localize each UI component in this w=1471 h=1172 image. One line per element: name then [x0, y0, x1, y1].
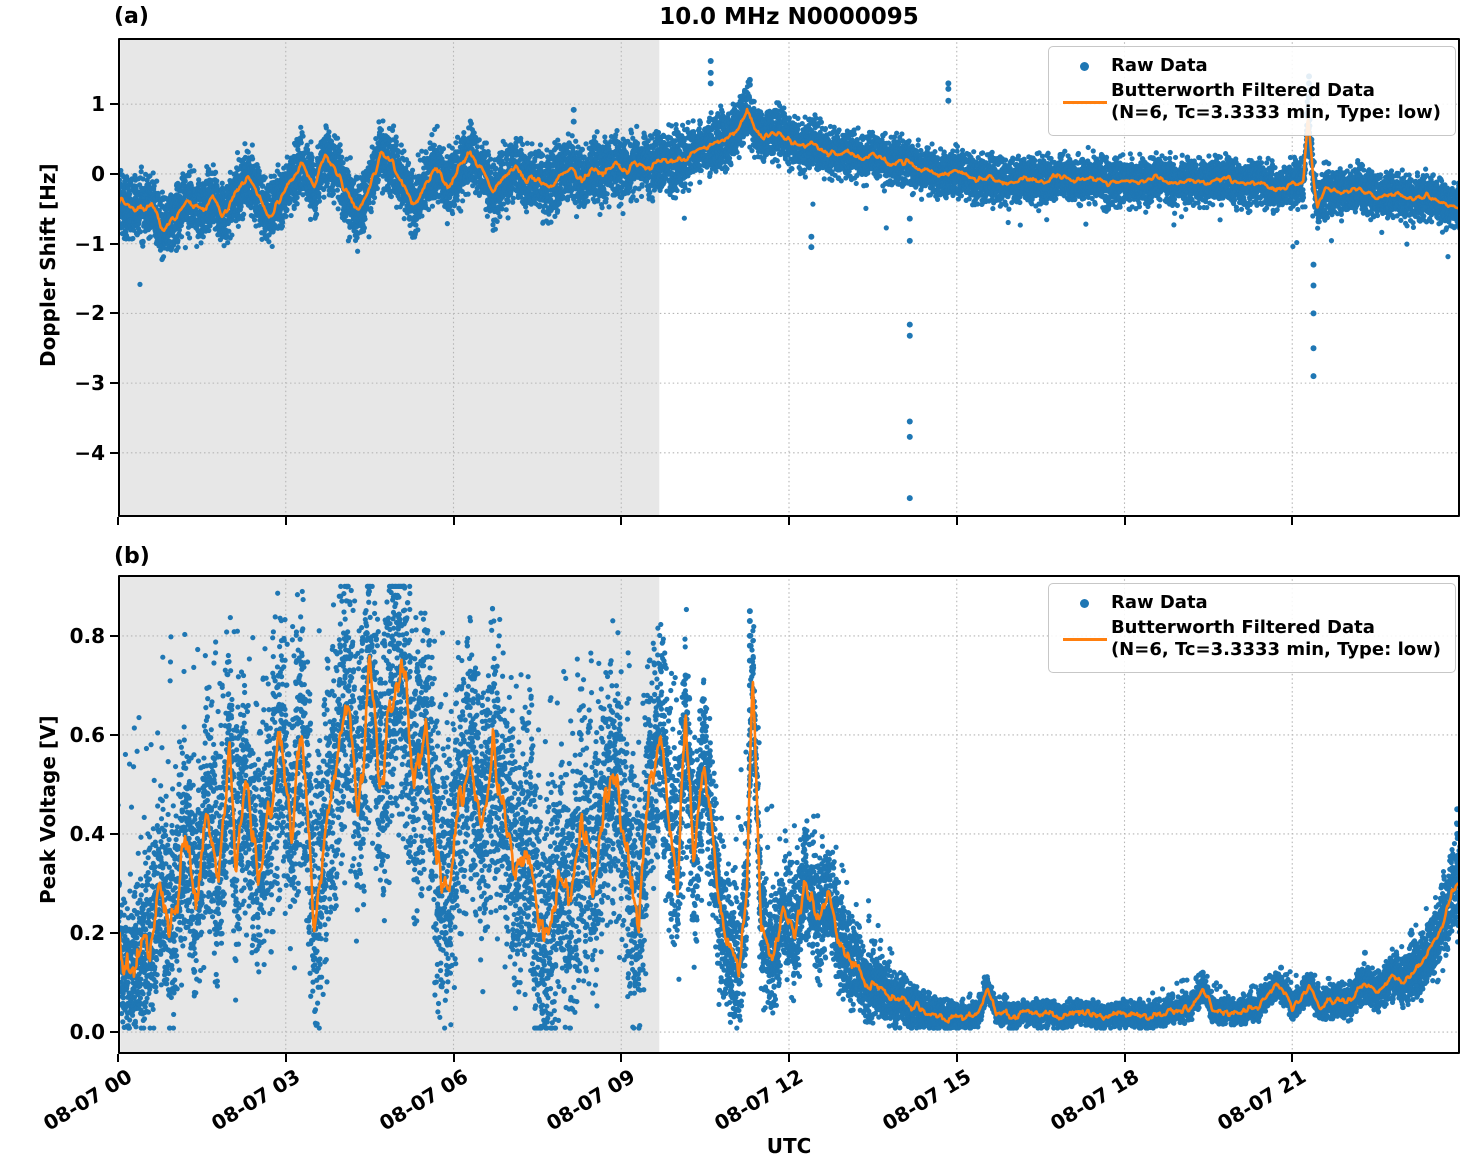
x-tick-mark [452, 517, 455, 525]
plot-panel-b: Raw Data Butterworth Filtered Data (N=6,… [118, 575, 1460, 1054]
y-axis-label-voltage: Peak Voltage [V] [36, 715, 60, 904]
x-tick-label: 08-07 09 [542, 1064, 640, 1136]
x-tick-label: 08-07 18 [1045, 1064, 1143, 1136]
plot-panel-a: Raw Data Butterworth Filtered Data (N=6,… [118, 38, 1460, 517]
y-tick-label: −1 [74, 231, 105, 256]
raw-data-dot-icon [1059, 598, 1111, 608]
legend-raw-label: Raw Data [1110, 55, 1208, 76]
panel-a-label: (a) [114, 4, 149, 29]
x-tick-mark [620, 1054, 623, 1062]
legend-item-raw-data: Raw Data [1059, 55, 1441, 78]
y-tick-label: 1 [91, 92, 105, 117]
x-tick-label: 08-07 00 [39, 1064, 137, 1136]
legend-filtered-label: Butterworth Filtered Data (N=6, Tc=3.333… [1110, 79, 1441, 124]
y-tick-label: −4 [74, 440, 105, 465]
x-tick-mark [788, 517, 790, 525]
x-tick-label: 08-07 15 [878, 1064, 976, 1136]
y-tick-mark [110, 382, 118, 385]
y-tick-mark [110, 733, 118, 736]
legend-raw-label: Raw Data [1110, 592, 1208, 613]
x-tick-mark [1123, 1054, 1126, 1062]
x-tick-mark [117, 517, 119, 525]
x-tick-label: 08-07 06 [374, 1064, 472, 1136]
raw-data-dot-icon [1059, 61, 1111, 71]
y-tick-label: 0.8 [69, 623, 105, 648]
y-tick-mark [110, 312, 118, 315]
y-tick-mark [110, 832, 118, 835]
legend-panel-a: Raw Data Butterworth Filtered Data (N=6,… [1047, 46, 1456, 136]
x-tick-mark [452, 1054, 455, 1062]
filtered-line-icon [1059, 100, 1111, 104]
x-tick-label: 08-07 03 [207, 1064, 305, 1136]
y-tick-label: −2 [74, 301, 105, 326]
x-tick-label: 08-07 12 [710, 1064, 808, 1136]
y-tick-label: 0.6 [69, 722, 105, 747]
legend-item-filtered-data: Butterworth Filtered Data (N=6, Tc=3.333… [1059, 80, 1441, 125]
y-tick-mark [110, 103, 118, 106]
y-tick-mark [110, 451, 118, 454]
x-tick-mark [117, 1054, 119, 1062]
y-tick-label: 0.0 [69, 1020, 105, 1045]
legend-filtered-label: Butterworth Filtered Data (N=6, Tc=3.333… [1110, 616, 1441, 661]
x-tick-mark [1123, 517, 1126, 525]
y-tick-mark [110, 634, 118, 637]
x-tick-mark [955, 1054, 958, 1062]
y-tick-label: 0.2 [69, 920, 105, 945]
y-tick-mark [110, 931, 118, 934]
x-tick-mark [1291, 1054, 1294, 1062]
y-tick-mark [110, 1031, 118, 1034]
x-tick-mark [788, 1054, 790, 1062]
x-tick-mark [284, 517, 287, 525]
legend-item-raw-data: Raw Data [1059, 592, 1441, 615]
x-axis-label: UTC [766, 1134, 812, 1158]
y-tick-label: 0 [91, 161, 105, 186]
y-tick-mark [110, 172, 118, 175]
legend-item-filtered-data: Butterworth Filtered Data (N=6, Tc=3.333… [1059, 617, 1441, 662]
x-tick-mark [955, 517, 958, 525]
y-tick-label: −3 [74, 371, 105, 396]
x-tick-mark [620, 517, 623, 525]
legend-panel-b: Raw Data Butterworth Filtered Data (N=6,… [1047, 583, 1456, 673]
y-tick-label: 0.4 [69, 821, 105, 846]
y-tick-mark [110, 242, 118, 245]
x-tick-mark [284, 1054, 287, 1062]
x-tick-mark [1291, 517, 1294, 525]
panel-b-label: (b) [114, 544, 150, 569]
y-axis-label-doppler: Doppler Shift [Hz] [36, 163, 60, 367]
filtered-line-icon [1059, 637, 1111, 641]
figure-title: 10.0 MHz N0000095 [659, 4, 919, 30]
x-tick-label: 08-07 21 [1213, 1064, 1311, 1136]
